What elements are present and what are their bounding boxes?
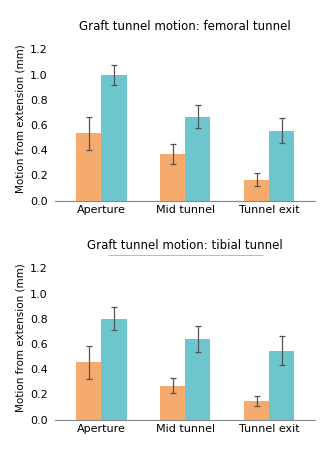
Bar	[76, 362, 101, 420]
Y-axis label: Motion from extension (mm): Motion from extension (mm)	[16, 263, 26, 412]
Bar	[76, 133, 101, 201]
Legend: Mid flex, Deep flex: Mid flex, Deep flex	[107, 255, 264, 277]
Bar	[185, 117, 210, 201]
Title: Graft tunnel motion: tibial tunnel: Graft tunnel motion: tibial tunnel	[87, 239, 283, 252]
Bar	[185, 339, 210, 420]
Y-axis label: Motion from extension (mm): Motion from extension (mm)	[16, 44, 26, 193]
Title: Graft tunnel motion: femoral tunnel: Graft tunnel motion: femoral tunnel	[79, 20, 291, 33]
Bar	[269, 350, 294, 420]
Bar	[101, 75, 126, 201]
Bar	[244, 401, 269, 420]
Bar	[101, 319, 126, 420]
Bar	[160, 154, 185, 201]
Bar	[244, 180, 269, 201]
Bar	[160, 385, 185, 420]
Bar	[269, 130, 294, 201]
